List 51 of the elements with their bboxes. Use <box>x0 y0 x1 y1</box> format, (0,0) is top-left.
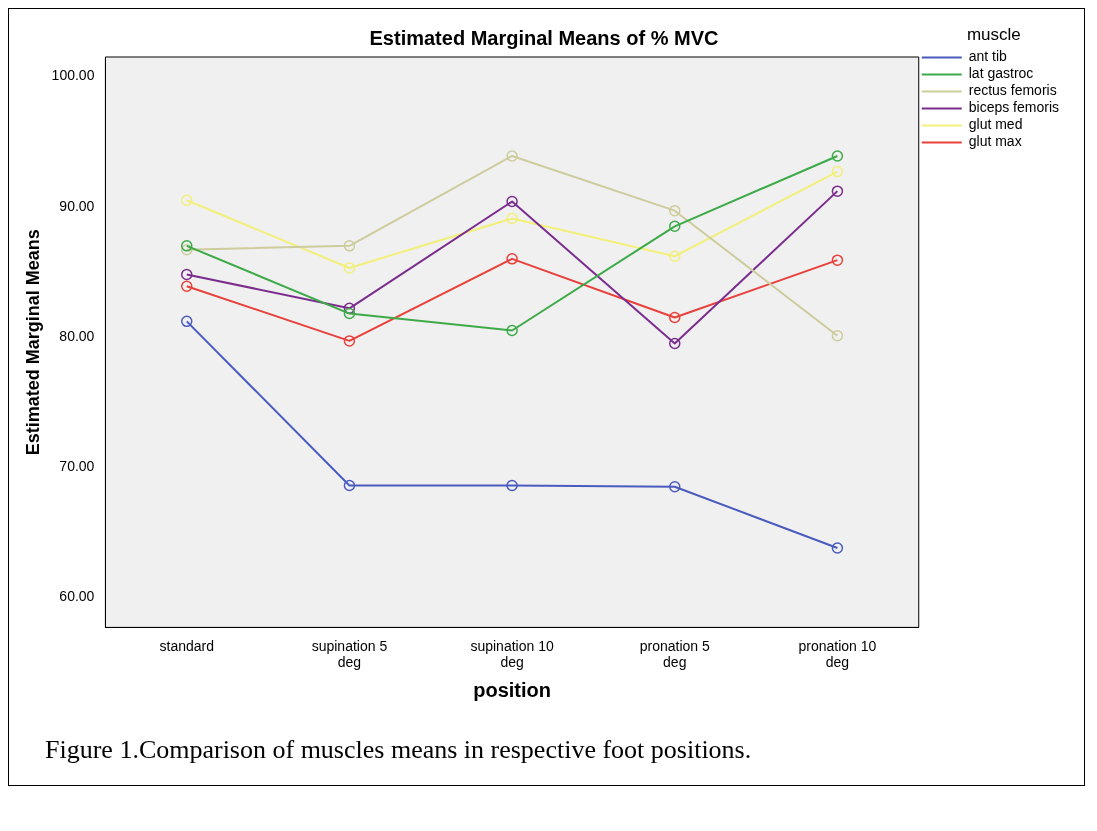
point <box>831 542 844 554</box>
point <box>506 212 518 225</box>
y-tick-label: 90.00 <box>59 197 95 214</box>
point <box>669 311 681 324</box>
legend-label: glut med <box>968 116 1023 133</box>
x-tick-label: standard <box>159 637 214 654</box>
point <box>669 220 681 233</box>
point <box>669 250 681 262</box>
point <box>831 150 844 162</box>
point <box>669 204 681 217</box>
point <box>669 337 681 350</box>
y-tick-label: 70.00 <box>59 458 95 475</box>
y-tick-label: 100.00 <box>51 67 95 84</box>
point <box>506 253 518 265</box>
x-axis-title: position <box>473 678 551 701</box>
point <box>343 302 356 315</box>
point <box>343 262 356 274</box>
y-axis-title: Estimated Marginal Means <box>22 229 43 456</box>
point <box>831 254 844 266</box>
point <box>506 195 518 208</box>
legend-label: glut max <box>968 133 1022 150</box>
legend-label: ant tib <box>968 48 1008 65</box>
point <box>506 150 518 162</box>
point <box>506 479 518 492</box>
caption: Figure 1.Comparison of muscles means in respective foot positions. <box>45 735 753 765</box>
point <box>343 240 356 252</box>
point <box>181 194 193 206</box>
legend-title: muscle <box>966 25 1021 45</box>
point <box>669 481 681 493</box>
y-tick-label: 80.00 <box>59 327 95 344</box>
point <box>343 335 356 347</box>
y-tick-label: 60.00 <box>59 588 95 605</box>
x-tick-label: supination 10 deg <box>470 637 554 671</box>
point <box>343 479 356 492</box>
point <box>343 307 356 320</box>
legend-label: biceps femoris <box>968 99 1060 116</box>
point <box>181 315 193 328</box>
point <box>181 280 193 292</box>
point <box>181 240 193 252</box>
x-tick-label: pronation 5 deg <box>639 637 710 671</box>
point <box>181 243 193 256</box>
point <box>831 165 844 178</box>
point <box>831 329 844 342</box>
point <box>831 185 844 197</box>
x-tick-label: supination 5 deg <box>311 637 388 671</box>
legend-label: lat gastroc <box>968 65 1034 82</box>
point <box>181 268 193 281</box>
x-tick-label: pronation 10 deg <box>798 637 877 671</box>
point <box>506 324 518 337</box>
legend-label: rectus femoris <box>968 82 1057 99</box>
chart-title: Estimated Marginal Means of % MVC <box>369 26 719 49</box>
